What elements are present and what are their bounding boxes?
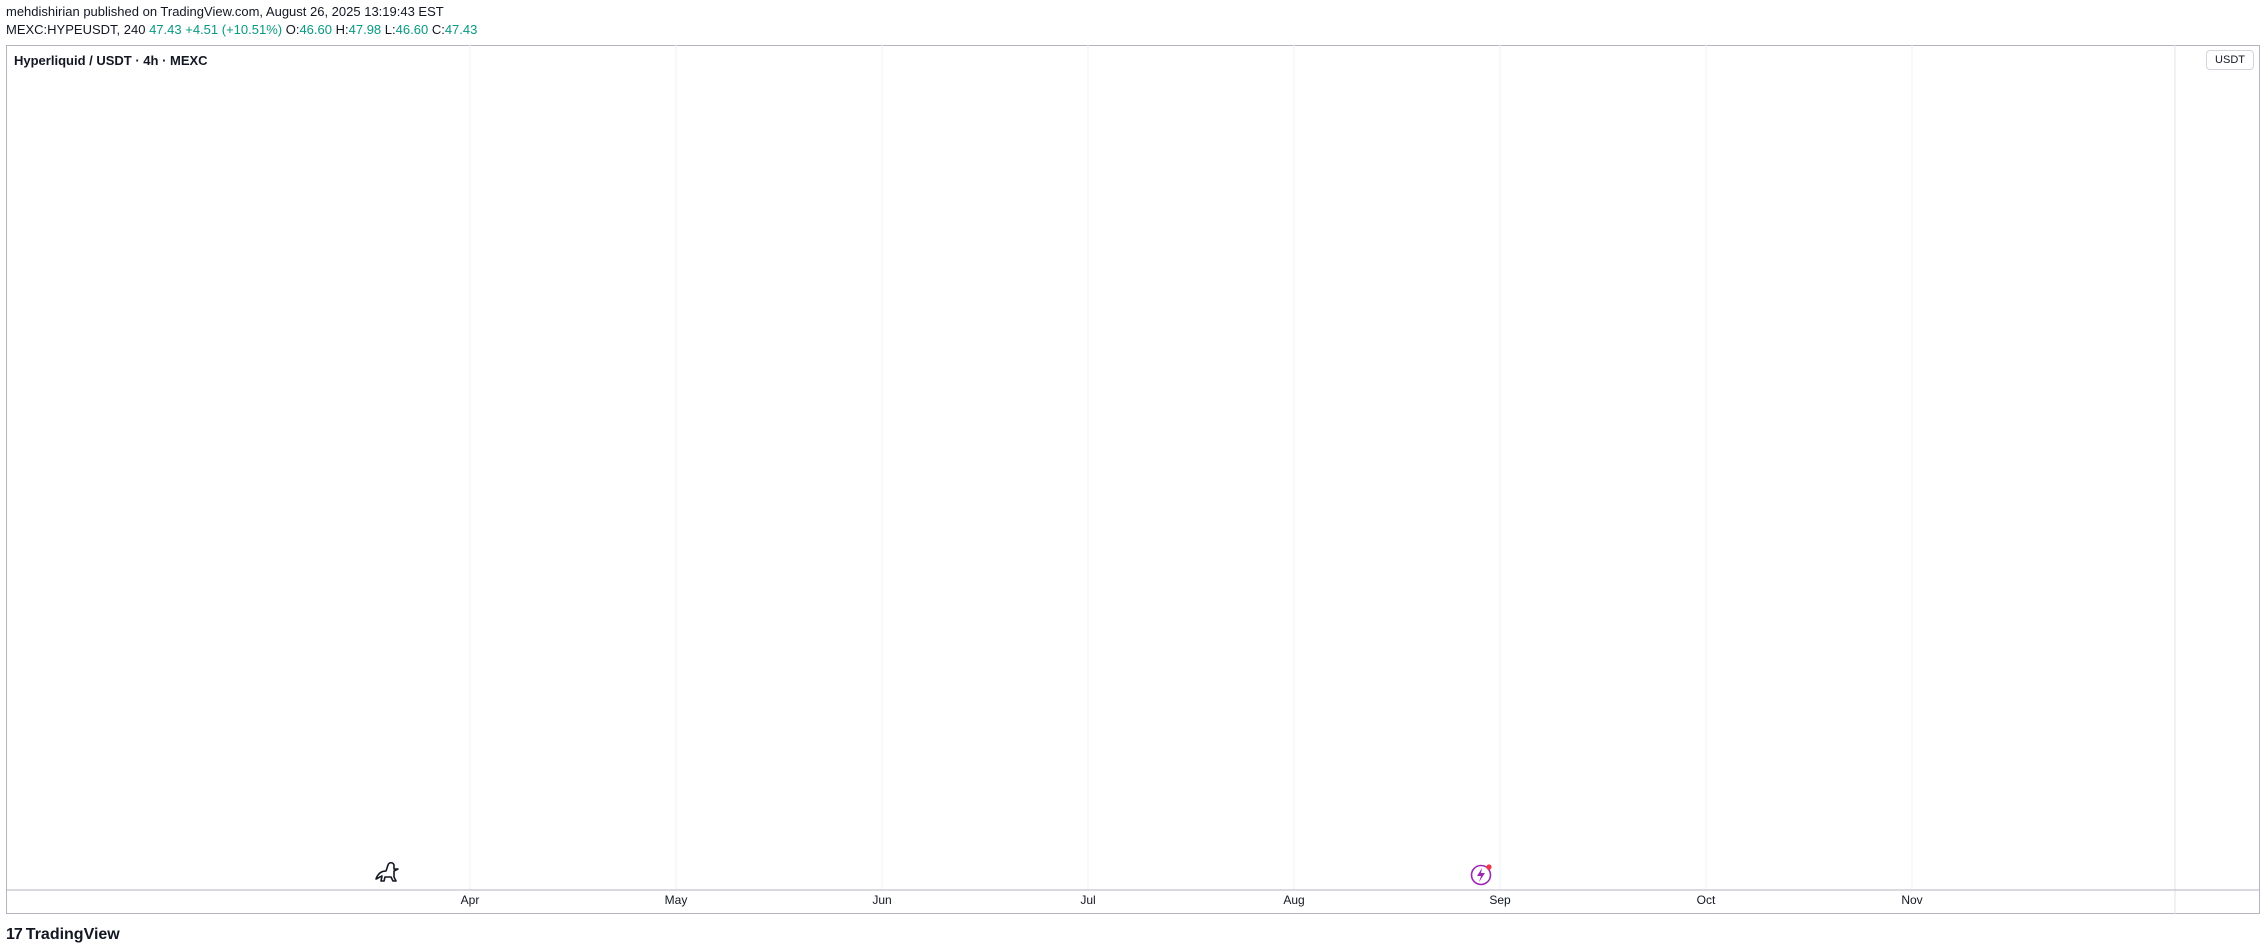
grid (469, 45, 1913, 890)
currency-button[interactable]: USDT (2206, 50, 2254, 70)
x-tick-label: Jul (1080, 893, 1095, 907)
close-value: 47.43 (444, 22, 478, 37)
open-label: O: (285, 22, 300, 37)
high-value: 47.98 (348, 22, 382, 37)
lightning-icon[interactable] (1470, 864, 1492, 886)
x-tick-label: Aug (1283, 893, 1304, 907)
symbol-info-bar: MEXC:HYPEUSDT, 240 47.43 +4.51 (+10.51%)… (6, 22, 477, 37)
chart-frame (6, 45, 2260, 914)
last-price: 47.43 (149, 22, 182, 37)
chart-icons (375, 861, 1492, 886)
close-label: C: (431, 22, 445, 37)
tradingview-mark-icon: 17 (6, 926, 23, 943)
tradingview-logo[interactable]: 17 TradingView (6, 926, 120, 944)
symbol-label[interactable]: MEXC:HYPEUSDT, 240 (6, 22, 146, 37)
chart-title: Hyperliquid / USDT · 4h · MEXC (14, 53, 208, 68)
high-label: H: (335, 22, 349, 37)
x-tick-label: May (665, 893, 688, 907)
publication-info: mehdishirian published on TradingView.co… (6, 4, 444, 19)
open-value: 46.60 (299, 22, 332, 37)
x-tick-label: Sep (1489, 893, 1511, 907)
x-tick-label: Jun (872, 893, 891, 907)
dino-icon[interactable] (375, 861, 399, 882)
axes: 72.5067.5061.5055.5051.5047.5043.5039.50… (6, 45, 2260, 914)
low-value: 46.60 (395, 22, 429, 37)
price-change: +4.51 (+10.51%) (185, 22, 283, 37)
x-tick-label: Nov (1901, 893, 1922, 907)
x-tick-label: Apr (461, 893, 480, 907)
x-tick-label: Oct (1697, 893, 1716, 907)
brand-name: TradingView (25, 926, 120, 943)
low-label: L: (384, 22, 396, 37)
